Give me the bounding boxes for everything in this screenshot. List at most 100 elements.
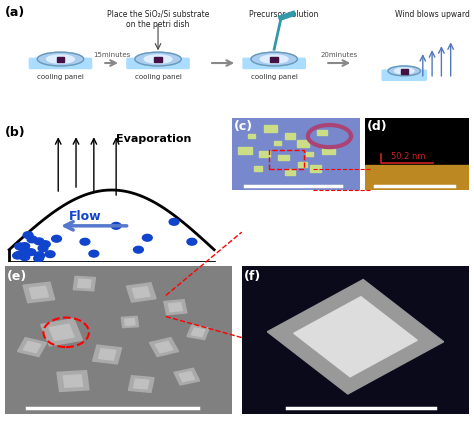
Ellipse shape	[388, 66, 420, 76]
Bar	[164, 300, 187, 315]
Ellipse shape	[20, 243, 30, 249]
Ellipse shape	[144, 55, 172, 63]
Bar	[99, 349, 116, 360]
Ellipse shape	[15, 243, 25, 250]
FancyBboxPatch shape	[29, 58, 91, 68]
Bar	[155, 57, 162, 62]
Text: 15minutes: 15minutes	[93, 52, 130, 58]
Ellipse shape	[89, 250, 99, 257]
Ellipse shape	[251, 52, 297, 66]
Bar	[401, 69, 408, 74]
Ellipse shape	[394, 68, 414, 74]
Ellipse shape	[34, 255, 44, 262]
Bar	[365, 118, 469, 165]
Bar	[271, 57, 278, 62]
Bar	[365, 165, 469, 190]
Bar	[18, 338, 46, 357]
FancyBboxPatch shape	[285, 169, 295, 175]
FancyBboxPatch shape	[322, 147, 335, 154]
Ellipse shape	[244, 57, 304, 65]
Bar	[127, 283, 156, 302]
Ellipse shape	[34, 238, 44, 245]
Ellipse shape	[383, 69, 425, 76]
Bar	[73, 276, 95, 291]
Bar	[125, 319, 135, 325]
FancyBboxPatch shape	[243, 58, 305, 68]
Text: (c): (c)	[234, 120, 253, 133]
Ellipse shape	[260, 55, 288, 63]
Ellipse shape	[35, 253, 45, 260]
Ellipse shape	[45, 251, 55, 257]
Ellipse shape	[27, 236, 37, 243]
FancyBboxPatch shape	[254, 166, 262, 171]
Ellipse shape	[142, 234, 152, 241]
Bar	[267, 279, 444, 394]
Bar	[29, 286, 48, 299]
Text: 50.2 nm: 50.2 nm	[391, 152, 426, 161]
FancyBboxPatch shape	[310, 165, 321, 172]
Text: Flow: Flow	[69, 210, 101, 223]
Text: (a): (a)	[5, 6, 25, 19]
Bar	[78, 279, 91, 288]
FancyBboxPatch shape	[248, 134, 255, 138]
Bar	[41, 319, 82, 346]
FancyBboxPatch shape	[382, 70, 426, 80]
FancyBboxPatch shape	[306, 152, 312, 156]
Bar	[92, 345, 122, 364]
Text: 20minutes: 20minutes	[320, 52, 358, 58]
Ellipse shape	[19, 247, 29, 254]
FancyBboxPatch shape	[297, 140, 309, 146]
Text: (b): (b)	[5, 126, 26, 139]
Ellipse shape	[23, 232, 33, 238]
Bar	[168, 303, 182, 312]
Ellipse shape	[37, 52, 84, 66]
Ellipse shape	[35, 252, 44, 259]
Ellipse shape	[169, 219, 179, 225]
FancyBboxPatch shape	[317, 130, 327, 135]
Ellipse shape	[26, 249, 36, 255]
Bar	[187, 325, 210, 340]
Bar	[64, 375, 82, 387]
Ellipse shape	[134, 246, 143, 253]
FancyBboxPatch shape	[285, 133, 295, 139]
Bar	[174, 368, 200, 385]
Bar	[155, 341, 173, 353]
Text: cooling panel: cooling panel	[135, 74, 182, 80]
Ellipse shape	[135, 52, 181, 66]
Text: cooling panel: cooling panel	[37, 74, 84, 80]
Bar	[23, 282, 55, 303]
Bar	[49, 324, 74, 341]
Text: (d): (d)	[367, 120, 388, 133]
Bar	[23, 341, 41, 353]
Ellipse shape	[128, 57, 188, 65]
Bar	[121, 316, 138, 327]
FancyBboxPatch shape	[259, 151, 270, 157]
Bar	[191, 328, 205, 337]
Ellipse shape	[14, 252, 24, 258]
Ellipse shape	[38, 245, 48, 252]
Ellipse shape	[80, 238, 90, 245]
Ellipse shape	[46, 55, 74, 63]
Bar	[128, 376, 154, 392]
Bar	[132, 287, 150, 298]
Bar	[179, 372, 194, 381]
Bar	[134, 379, 149, 389]
Text: Precursor solution: Precursor solution	[249, 10, 318, 19]
FancyBboxPatch shape	[273, 141, 281, 145]
Ellipse shape	[40, 241, 50, 248]
Ellipse shape	[187, 238, 197, 245]
Bar	[149, 338, 179, 357]
Text: (f): (f)	[244, 271, 261, 283]
Ellipse shape	[52, 235, 62, 242]
FancyBboxPatch shape	[127, 58, 189, 68]
FancyBboxPatch shape	[298, 162, 307, 167]
Text: Place the SiO₂/Si substrate
on the petri dish: Place the SiO₂/Si substrate on the petri…	[107, 10, 209, 29]
Text: Evaporation: Evaporation	[116, 134, 191, 144]
Ellipse shape	[30, 57, 91, 65]
FancyBboxPatch shape	[264, 125, 277, 133]
Bar	[57, 57, 64, 62]
Ellipse shape	[111, 222, 121, 229]
Bar	[294, 297, 417, 377]
FancyBboxPatch shape	[238, 146, 252, 154]
Text: (e): (e)	[7, 271, 27, 283]
